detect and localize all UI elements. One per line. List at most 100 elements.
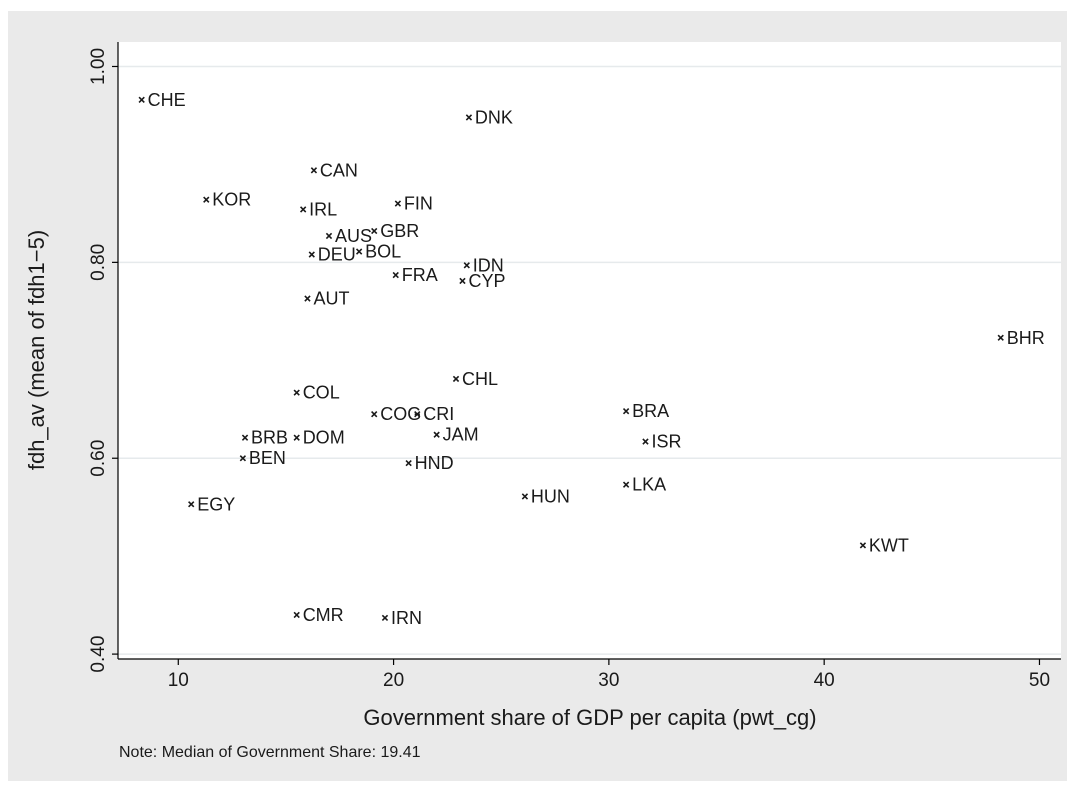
plot-area bbox=[118, 42, 1061, 659]
x-tick-label: 40 bbox=[814, 670, 835, 691]
point-label: COL bbox=[303, 383, 340, 403]
data-point-aut: AUT bbox=[304, 289, 349, 309]
data-point-che: CHE bbox=[138, 90, 186, 110]
data-point-irl: IRL bbox=[299, 199, 337, 219]
point-marker bbox=[433, 431, 440, 438]
data-point-dom: DOM bbox=[293, 428, 345, 448]
point-label: HUN bbox=[531, 486, 570, 506]
data-point-col: COL bbox=[293, 383, 340, 403]
point-label: KOR bbox=[212, 190, 251, 210]
point-label: BEN bbox=[249, 448, 286, 468]
point-marker bbox=[241, 434, 249, 441]
point-marker bbox=[138, 96, 145, 103]
x-axis-label: Government share of GDP per capita (pwt_… bbox=[363, 705, 816, 730]
y-tick-label: 1.00 bbox=[88, 48, 109, 85]
point-label: ISR bbox=[651, 432, 681, 452]
point-label: AUS bbox=[335, 226, 372, 246]
point-marker bbox=[997, 334, 1004, 341]
point-marker bbox=[304, 295, 311, 302]
y-axis-ticks: 0.40 0.60 0.80 1.00 bbox=[88, 48, 118, 673]
x-axis-ticks: 10 20 30 40 50 bbox=[168, 659, 1050, 691]
point-label: BRB bbox=[251, 428, 288, 448]
point-label: BRA bbox=[632, 401, 669, 421]
point-marker bbox=[371, 410, 378, 418]
point-marker bbox=[293, 434, 300, 441]
point-marker bbox=[642, 438, 649, 445]
point-label: CHL bbox=[462, 369, 498, 389]
point-label: AUT bbox=[313, 289, 349, 309]
grid-lines bbox=[118, 65, 1061, 655]
data-point-fra: FRA bbox=[392, 265, 438, 285]
data-point-isr: ISR bbox=[642, 432, 681, 452]
point-label: CYP bbox=[468, 271, 505, 291]
data-point-idn: IDN bbox=[463, 255, 504, 275]
data-point-cyp: CYP bbox=[459, 271, 505, 291]
point-label: FRA bbox=[402, 265, 438, 285]
point-marker bbox=[308, 251, 315, 258]
point-label: JAM bbox=[443, 425, 479, 445]
point-marker bbox=[371, 227, 378, 235]
data-point-cog: COG bbox=[371, 404, 421, 424]
x-tick-label: 50 bbox=[1029, 670, 1050, 691]
y-tick-label: 0.80 bbox=[88, 244, 109, 281]
point-label: EGY bbox=[197, 494, 235, 514]
point-marker bbox=[459, 277, 466, 285]
point-marker bbox=[463, 262, 470, 269]
data-point-deu: DEU bbox=[308, 245, 356, 265]
point-marker bbox=[622, 408, 630, 415]
point-label: IDN bbox=[473, 255, 504, 275]
data-point-chl: CHL bbox=[452, 369, 498, 389]
point-marker bbox=[293, 389, 300, 396]
x-tick-label: 10 bbox=[168, 670, 189, 691]
data-point-hun: HUN bbox=[521, 486, 570, 506]
point-marker bbox=[521, 493, 529, 500]
scatter-chart: 0.40 0.60 0.80 1.00 10 20 30 40 50 CHE DNK CAN KOR… bbox=[24, 42, 1061, 761]
data-points: CHE DNK CAN KOR IRL FIN AUS GBR DEU BOL IDN FRA CYP A… bbox=[138, 90, 1045, 628]
point-label: HND bbox=[415, 453, 454, 473]
point-label: KWT bbox=[869, 535, 909, 555]
point-marker bbox=[392, 271, 399, 279]
data-point-ben: BEN bbox=[239, 448, 286, 468]
data-point-egy: EGY bbox=[188, 494, 235, 514]
y-tick-label: 0.60 bbox=[88, 440, 109, 477]
point-label: DEU bbox=[318, 245, 356, 265]
point-marker bbox=[325, 232, 333, 240]
point-marker bbox=[394, 200, 402, 207]
x-tick-label: 30 bbox=[598, 670, 619, 691]
point-marker bbox=[203, 196, 210, 203]
data-point-dnk: DNK bbox=[465, 107, 513, 127]
chart-figure: 0.40 0.60 0.80 1.00 10 20 30 40 50 CHE DNK CAN KOR… bbox=[8, 11, 1067, 781]
point-label: IRN bbox=[391, 608, 422, 628]
data-point-kor: KOR bbox=[203, 190, 251, 210]
point-marker bbox=[859, 542, 867, 549]
x-tick-label: 20 bbox=[383, 670, 404, 691]
point-label: DOM bbox=[303, 428, 345, 448]
data-point-lka: LKA bbox=[622, 475, 666, 495]
point-label: COG bbox=[380, 404, 421, 424]
point-label: CMR bbox=[303, 605, 344, 625]
data-point-cri: CRI bbox=[414, 404, 454, 424]
point-marker bbox=[188, 501, 195, 508]
data-point-brb: BRB bbox=[241, 428, 288, 448]
point-label: CAN bbox=[320, 160, 358, 180]
data-point-bra: BRA bbox=[622, 401, 669, 421]
point-marker bbox=[465, 114, 473, 121]
data-point-bol: BOL bbox=[355, 242, 401, 262]
point-label: DNK bbox=[475, 107, 513, 127]
data-point-jam: JAM bbox=[433, 425, 479, 445]
point-label: BHR bbox=[1007, 328, 1045, 348]
point-marker bbox=[414, 410, 421, 418]
data-point-aus: AUS bbox=[325, 226, 372, 246]
point-label: LKA bbox=[632, 475, 666, 495]
point-marker bbox=[310, 167, 318, 174]
point-label: FIN bbox=[404, 194, 433, 214]
point-label: BOL bbox=[365, 242, 401, 262]
point-marker bbox=[381, 614, 389, 622]
point-label: CHE bbox=[148, 90, 186, 110]
point-marker bbox=[239, 455, 247, 462]
data-point-bhr: BHR bbox=[997, 328, 1045, 348]
data-point-fin: FIN bbox=[394, 194, 433, 214]
point-label: CRI bbox=[423, 404, 454, 424]
data-point-irn: IRN bbox=[381, 608, 422, 628]
data-point-gbr: GBR bbox=[371, 221, 419, 241]
